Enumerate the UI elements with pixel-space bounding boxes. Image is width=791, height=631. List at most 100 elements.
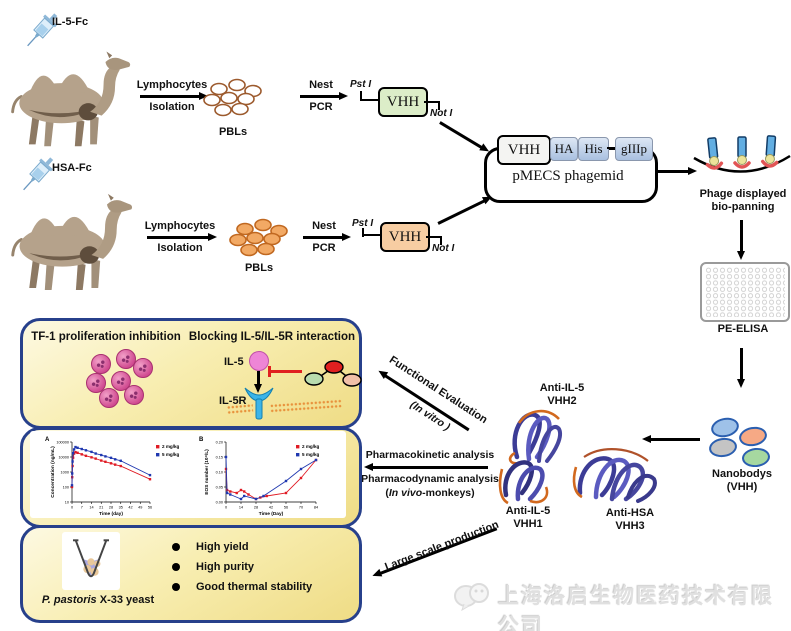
phagemid-ha-tag: HA: [550, 137, 578, 161]
arrow-to-biopanning: [657, 170, 689, 173]
arrow-il5-to-receptor: [257, 371, 260, 385]
yeast-label: P. pastoris X-33 yeast: [42, 594, 154, 607]
pd-sub-suffix: -monkeys): [422, 487, 475, 499]
svg-text:0.05: 0.05: [216, 485, 223, 489]
svg-text:84: 84: [314, 506, 318, 510]
antigen-label-hsafc: HSA-Fc: [52, 162, 92, 174]
svg-text:14: 14: [239, 506, 243, 510]
protein-vhh1-label-line1: Anti-IL-5: [505, 505, 551, 517]
pbl-cells-1: [203, 78, 262, 117]
svg-text:EOS number (10⁹/L): EOS number (10⁹/L): [204, 449, 210, 495]
nanobodies-label-line1: Nanobodys: [712, 468, 772, 480]
site-tick: [362, 228, 364, 237]
protein-vhh3-label-line2: VHH3: [615, 520, 645, 532]
nanobody-oval-gray: [707, 436, 739, 459]
step-label-isolation-1: Isolation: [149, 101, 195, 113]
bullet-high-yield: High yield: [196, 541, 249, 553]
phagemid-name: pMECS phagemid: [512, 168, 624, 184]
site-line: [426, 236, 442, 239]
svg-text:56: 56: [148, 506, 152, 510]
svg-text:49: 49: [138, 506, 142, 510]
site-tick: [440, 236, 442, 245]
arrow-nestpcr-1: [300, 95, 340, 98]
svg-text:70: 70: [299, 506, 303, 510]
svg-text:5 mg/kg: 5 mg/kg: [302, 452, 320, 457]
tf1-cell-icon: [99, 388, 119, 408]
pd-sub-prefix: (: [385, 487, 389, 499]
chart-background: [30, 431, 346, 518]
nanobodies-label-line2: (VHH): [726, 481, 758, 493]
svg-text:0: 0: [225, 506, 227, 510]
arrow-to-phagemid-bottom: [437, 199, 486, 225]
chart-b: B 0 14 28 42 56 70 84 0.00 0.05 0.10 0.15 0.20 Time (…: [199, 437, 320, 517]
arrow-to-elisa: [740, 220, 743, 252]
step-label-pcr-1: PCR: [309, 101, 333, 113]
company-logo-icon: [454, 583, 489, 612]
elisa-plate: [700, 262, 790, 322]
svg-text:42: 42: [269, 506, 273, 510]
protein-vhh3-label-line1: Anti-HSA: [605, 507, 655, 519]
phagemid-dash: [607, 147, 615, 150]
step-label-lymphocytes-1: Lymphocytes: [136, 79, 208, 91]
tf1-cell-icon: [133, 358, 153, 378]
restriction-site-noti-1: Not I: [430, 108, 453, 119]
camel-image-2: [11, 192, 134, 292]
step-label-nest-2: Nest: [312, 220, 336, 232]
svg-text:Time (day): Time (day): [99, 511, 123, 517]
yeast-label-rest: X-33 yeast: [96, 594, 155, 606]
site-line: [362, 234, 380, 237]
arrow-nestpcr-2: [303, 236, 343, 239]
site-tick: [438, 101, 440, 110]
biopanning-illustration: [693, 133, 791, 173]
inhibition-line: [268, 370, 302, 373]
vhh-gene-box-2: VHH: [380, 222, 430, 252]
svg-text:100: 100: [63, 485, 69, 489]
bullet-thermal-stability: Good thermal stability: [196, 581, 313, 593]
arrow-lymphocytes-2: [147, 236, 209, 239]
biopanning-label-line1: Phage displayed: [699, 188, 787, 200]
pbls-label-2: PBLs: [244, 262, 274, 274]
protein-structure-vhh3: [572, 448, 657, 503]
restriction-site-psti-1: Pst I: [350, 79, 372, 90]
phagemid-vhh-insert: VHH: [497, 135, 551, 165]
protein-vhh2-label-line1: Anti-IL-5: [539, 382, 585, 394]
camel-image-1: [11, 50, 132, 148]
svg-text:A: A: [45, 437, 50, 443]
trivalent-nanobody-icon: [304, 360, 362, 387]
svg-text:2 mg/kg: 2 mg/kg: [302, 444, 320, 449]
svg-text:0.10: 0.10: [216, 470, 223, 474]
svg-text:100000: 100000: [56, 440, 69, 444]
svg-text:B: B: [199, 437, 204, 443]
bullet-dot: [172, 543, 180, 551]
protein-vhh2-label-line2: VHH2: [547, 395, 577, 407]
bullet-dot: [172, 563, 180, 571]
svg-text:14: 14: [89, 506, 93, 510]
svg-text:10000: 10000: [58, 455, 69, 459]
flask-icon: [73, 539, 109, 578]
nanobody-oval-blue: [709, 415, 741, 440]
site-tick: [360, 91, 362, 101]
pharmacodynamic-label: Pharmacodynamic analysis: [361, 473, 499, 485]
arrow-to-phagemid-top: [439, 121, 483, 149]
il5r-receptor-icon: [244, 387, 274, 420]
vhh-gene-box-1: VHH: [378, 87, 428, 117]
svg-text:1000: 1000: [61, 470, 69, 474]
in-vivo-monkeys-label: (In vivo-monkeys): [385, 487, 474, 499]
pd-sub-italic: In vivo: [388, 487, 423, 499]
pbl-cells-2: [229, 218, 288, 257]
svg-text:2 mg/kg: 2 mg/kg: [162, 444, 180, 449]
il5-label: IL-5: [224, 356, 244, 368]
arrow-lymphocytes-1: [140, 95, 200, 98]
yeast-label-italic: P. pastoris: [41, 594, 97, 606]
protein-structure-vhh1: [498, 460, 549, 505]
elisa-label: PE-ELISA: [717, 323, 769, 335]
chart-a: A 0 7 14 21 28 35 42 49 56 10 100 1000 10000 100000 Tim…: [45, 437, 180, 517]
pbls-label-1: PBLs: [218, 126, 248, 138]
company-watermark: 上海洛启生物医药技术有限公司: [498, 585, 774, 631]
tf1-cell-icon: [86, 373, 106, 393]
svg-text:Time (Day): Time (Day): [259, 511, 284, 517]
svg-text:28: 28: [109, 506, 113, 510]
bullet-high-purity: High purity: [196, 561, 255, 573]
nanobody-oval-green: [741, 446, 771, 469]
tf1-cell-icon: [91, 354, 111, 374]
